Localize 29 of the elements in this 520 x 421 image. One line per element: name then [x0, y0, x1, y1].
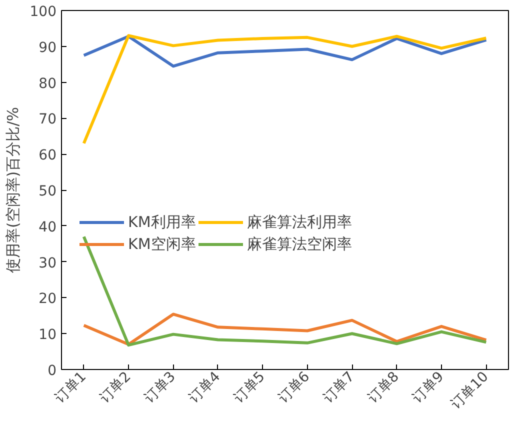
y-tick-label: 100 [30, 4, 57, 20]
legend-label: KM空闲率 [128, 234, 196, 254]
y-tick-label: 0 [48, 363, 57, 379]
x-tick-label: 订单10 [448, 368, 492, 413]
x-tick-label: 订单3 [141, 368, 179, 406]
y-tick-label: 90 [38, 40, 57, 56]
x-tick-label: 订单9 [410, 368, 448, 406]
x-tick-label: 订单5 [230, 368, 268, 406]
y-axis-title: 使用率(空闲率)百分比/% [4, 106, 22, 274]
y-tick-label: 60 [38, 148, 57, 164]
y-tick-label: 20 [38, 291, 57, 308]
y-tick-label: 10 [38, 327, 57, 344]
x-tick-label: 订单4 [186, 368, 224, 406]
y-tick-label: 40 [38, 219, 57, 236]
line-series [82, 34, 488, 68]
y-tick-label: 50 [38, 184, 57, 200]
line-series [82, 34, 488, 145]
legend-label: KM利用率 [128, 212, 196, 232]
x-tick-label: 订单8 [364, 368, 402, 406]
x-tick-label: 订单6 [276, 368, 314, 406]
line-series [82, 235, 488, 347]
y-tick-label: 80 [38, 76, 57, 92]
y-tick-label: 70 [38, 112, 57, 128]
x-tick-label: 订单2 [96, 368, 134, 406]
legend-label: 麻雀算法空闲率 [246, 234, 352, 254]
x-tick-label: 订单7 [320, 368, 358, 406]
y-tick-label: 30 [38, 255, 57, 272]
line-series [82, 312, 488, 346]
legend-label: 麻雀算法利用率 [246, 212, 352, 232]
